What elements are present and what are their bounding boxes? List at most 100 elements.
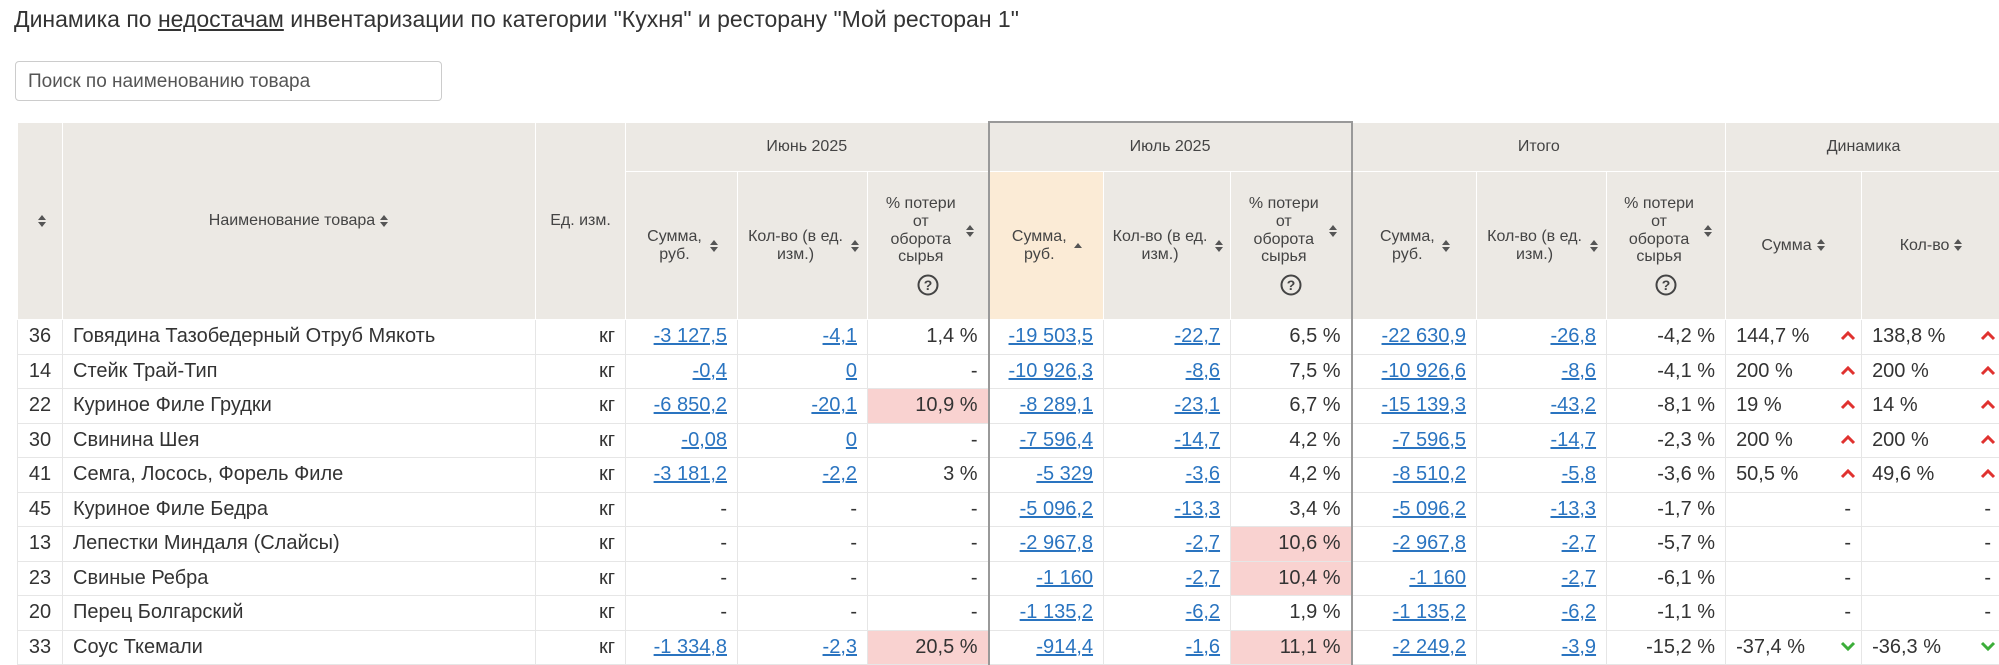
value-link[interactable]: -7 596,4 <box>1020 429 1093 451</box>
table-cell: -5 329 <box>989 458 1104 493</box>
value-link[interactable]: -26,8 <box>1550 325 1596 347</box>
value-link[interactable]: -10 926,3 <box>1009 360 1094 382</box>
value-link[interactable]: -1 160 <box>1036 567 1093 589</box>
value-link[interactable]: -1 160 <box>1409 567 1466 589</box>
value-link[interactable]: -22,7 <box>1174 325 1220 347</box>
value-link[interactable]: -15 139,3 <box>1382 394 1467 416</box>
value-link[interactable]: -43,2 <box>1550 394 1596 416</box>
table-cell: -2 967,8 <box>1352 527 1477 562</box>
value-link[interactable]: -8,6 <box>1186 360 1220 382</box>
value-link[interactable]: -6 850,2 <box>654 394 727 416</box>
value-link[interactable]: -0,08 <box>681 429 727 451</box>
value-link[interactable]: -20,1 <box>811 394 857 416</box>
table-cell: -1 160 <box>989 561 1104 596</box>
header-label: Сумма, руб. <box>1009 228 1069 263</box>
header-cell[interactable]: Кол-во (в ед. изм.) <box>738 172 868 320</box>
title-link[interactable]: недостачам <box>158 6 284 32</box>
value-link[interactable]: -914,4 <box>1036 636 1093 658</box>
table-cell: 200 % <box>1726 354 1862 389</box>
header-cell[interactable]: Сумма, руб. <box>626 172 738 320</box>
header-cell[interactable]: % потери от оборота сырья? <box>1231 172 1352 320</box>
value-link[interactable]: -2,7 <box>1562 567 1596 589</box>
table-cell: -8,1 % <box>1607 389 1726 424</box>
value-link[interactable]: -0,4 <box>693 360 727 382</box>
table-cell: 6,5 % <box>1231 320 1352 355</box>
value-link[interactable]: -2,7 <box>1562 532 1596 554</box>
value-link[interactable]: -6,2 <box>1562 601 1596 623</box>
table-cell: 200 % <box>1726 423 1862 458</box>
value-link[interactable]: -3 127,5 <box>654 325 727 347</box>
header-cell[interactable]: Кол-во <box>1862 172 1999 320</box>
value-link[interactable]: 0 <box>846 360 857 382</box>
header-cell[interactable]: Кол-во (в ед. изм.) <box>1477 172 1607 320</box>
header-cell[interactable]: Сумма, руб. <box>989 172 1104 320</box>
header-cell[interactable]: Сумма, руб. <box>1352 172 1477 320</box>
value-link[interactable]: -5 096,2 <box>1020 498 1093 520</box>
trend-arrow <box>1839 325 1857 348</box>
value-link[interactable]: -7 596,5 <box>1393 429 1466 451</box>
table-cell: -5,8 <box>1477 458 1607 493</box>
table-cell: кг <box>536 354 626 389</box>
sort-header[interactable] <box>18 122 63 320</box>
value-link[interactable]: -2 967,8 <box>1393 532 1466 554</box>
table-cell: Семга, Лосось, Форель Филе <box>63 458 536 493</box>
value-link[interactable]: -1 135,2 <box>1020 601 1093 623</box>
table-cell: -3,6 % <box>1607 458 1726 493</box>
table-cell: кг <box>536 630 626 665</box>
value-link[interactable]: -19 503,5 <box>1009 325 1094 347</box>
title-suffix: инвентаризации по категории "Кухня" и ре… <box>284 6 1019 32</box>
header-cell[interactable]: Кол-во (в ед. изм.) <box>1104 172 1231 320</box>
group-header: Июль 2025 <box>989 122 1352 172</box>
value-link[interactable]: -5 096,2 <box>1393 498 1466 520</box>
value-link[interactable]: 0 <box>846 429 857 451</box>
value-link[interactable]: -1,6 <box>1186 636 1220 658</box>
search-input[interactable]: Поиск по наименованию товара <box>15 61 442 101</box>
dynamics-text: 200 % <box>1736 360 1793 383</box>
table-cell: -2,3 % <box>1607 423 1726 458</box>
table-cell: 11,1 % <box>1231 630 1352 665</box>
table-cell: -37,4 % <box>1726 630 1862 665</box>
value-link[interactable]: -3,6 <box>1186 463 1220 485</box>
value-link[interactable]: -5,8 <box>1562 463 1596 485</box>
dynamics-text: -36,3 % <box>1872 636 1941 659</box>
value-link[interactable]: -13,3 <box>1550 498 1596 520</box>
value-link[interactable]: -8,6 <box>1562 360 1596 382</box>
table-cell: - <box>738 561 868 596</box>
value-link[interactable]: -8 289,1 <box>1020 394 1093 416</box>
table-cell: 200 % <box>1862 423 1999 458</box>
value-link[interactable]: -1 135,2 <box>1393 601 1466 623</box>
value-link[interactable]: -23,1 <box>1174 394 1220 416</box>
value-link[interactable]: -5 329 <box>1036 463 1093 485</box>
table-cell: - <box>868 527 989 562</box>
value-link[interactable]: -10 926,6 <box>1382 360 1467 382</box>
value-link[interactable]: -6,2 <box>1186 601 1220 623</box>
value-link[interactable]: -8 510,2 <box>1393 463 1466 485</box>
value-link[interactable]: -1 334,8 <box>654 636 727 658</box>
value-link[interactable]: -3,9 <box>1562 636 1596 658</box>
value-link[interactable]: -3 181,2 <box>654 463 727 485</box>
value-link[interactable]: -4,1 <box>823 325 857 347</box>
header-cell[interactable]: % потери от оборота сырья? <box>1607 172 1726 320</box>
header-label: Кол-во (в ед. изм.) <box>1110 228 1210 263</box>
header-label: Кол-во (в ед. изм.) <box>1485 228 1585 263</box>
value-link[interactable]: -2 967,8 <box>1020 532 1093 554</box>
table-cell: -1,1 % <box>1607 596 1726 631</box>
value-link[interactable]: -13,3 <box>1174 498 1220 520</box>
dynamics-value: 19 % <box>1736 394 1857 417</box>
dynamics-text: 138,8 % <box>1872 325 1945 348</box>
header-cell[interactable]: Сумма <box>1726 172 1862 320</box>
value-link[interactable]: -2,3 <box>823 636 857 658</box>
table-cell: -0,08 <box>626 423 738 458</box>
value-link[interactable]: -2,2 <box>823 463 857 485</box>
value-link[interactable]: -2,7 <box>1186 532 1220 554</box>
header-cell[interactable]: Наименование товара <box>63 122 536 320</box>
header-cell[interactable]: % потери от оборота сырья? <box>868 172 989 320</box>
value-link[interactable]: -2,7 <box>1186 567 1220 589</box>
value-link[interactable]: -14,7 <box>1174 429 1220 451</box>
value-link[interactable]: -14,7 <box>1550 429 1596 451</box>
header-label: Кол-во <box>1900 237 1950 255</box>
table-cell: 6,7 % <box>1231 389 1352 424</box>
value-link[interactable]: -2 249,2 <box>1393 636 1466 658</box>
value-link[interactable]: -22 630,9 <box>1382 325 1467 347</box>
